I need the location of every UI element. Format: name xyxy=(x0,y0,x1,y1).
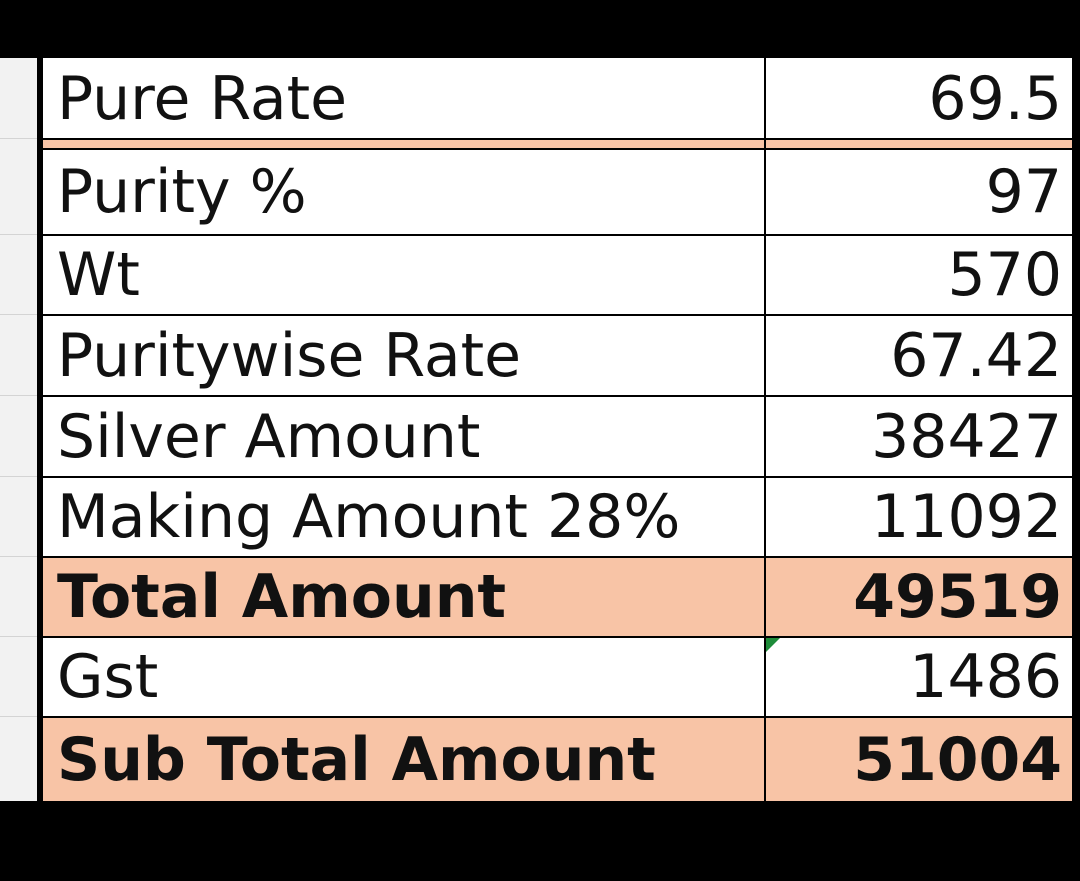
cell-label[interactable]: Wt xyxy=(57,240,140,310)
column-divider xyxy=(764,58,766,801)
cell-label[interactable]: Puritywise Rate xyxy=(57,320,522,391)
row-header-divider xyxy=(0,234,37,235)
column-border-left xyxy=(37,58,43,801)
table-row: Puritywise Rate 67.42 xyxy=(43,316,1072,397)
row-header-divider xyxy=(0,314,37,315)
sub-total-amount-row: Sub Total Amount 51004 xyxy=(43,718,1072,801)
cell-value[interactable]: 1486 xyxy=(909,642,1062,712)
cell-value[interactable]: 38427 xyxy=(871,401,1062,472)
row-header-divider xyxy=(0,636,37,637)
row-header-column[interactable] xyxy=(0,58,37,801)
table-row: Silver Amount 38427 xyxy=(43,397,1072,478)
total-amount-label[interactable]: Total Amount xyxy=(57,562,507,632)
total-amount-row: Total Amount 49519 xyxy=(43,558,1072,638)
column-border-right xyxy=(1072,58,1075,801)
cell-label[interactable]: Making Amount 28% xyxy=(57,482,681,552)
spreadsheet-area: Pure Rate 69.5 Purity % 97 Wt 570 Purity… xyxy=(0,58,1075,801)
total-amount-value[interactable]: 49519 xyxy=(853,562,1062,632)
table-row: Gst 1486 xyxy=(43,638,1072,718)
row-header-divider xyxy=(0,716,37,717)
cell-label[interactable]: Pure Rate xyxy=(57,64,348,134)
table-row: Purity % 97 xyxy=(43,150,1072,236)
cell-label[interactable]: Gst xyxy=(57,642,159,712)
cell-value[interactable]: 11092 xyxy=(871,482,1062,552)
table-row: Making Amount 28% 11092 xyxy=(43,478,1072,558)
row-header-divider xyxy=(0,556,37,557)
cell-label[interactable]: Silver Amount xyxy=(57,401,481,472)
cell-value[interactable]: 67.42 xyxy=(890,320,1062,391)
row-header-divider xyxy=(0,395,37,396)
cell-value[interactable]: 69.5 xyxy=(928,64,1062,134)
row-header-divider xyxy=(0,476,37,477)
row-header-divider xyxy=(0,138,37,139)
comment-indicator-icon xyxy=(766,638,780,652)
cell-value[interactable]: 97 xyxy=(985,157,1062,227)
cell-label[interactable]: Purity % xyxy=(57,157,307,227)
table-row: Pure Rate 69.5 xyxy=(43,58,1072,140)
cell-value[interactable]: 570 xyxy=(947,240,1062,310)
table-row: Wt 570 xyxy=(43,236,1072,316)
sub-total-amount-label[interactable]: Sub Total Amount xyxy=(57,724,656,795)
header-separator-band xyxy=(43,138,1072,150)
sub-total-amount-value[interactable]: 51004 xyxy=(853,724,1062,795)
